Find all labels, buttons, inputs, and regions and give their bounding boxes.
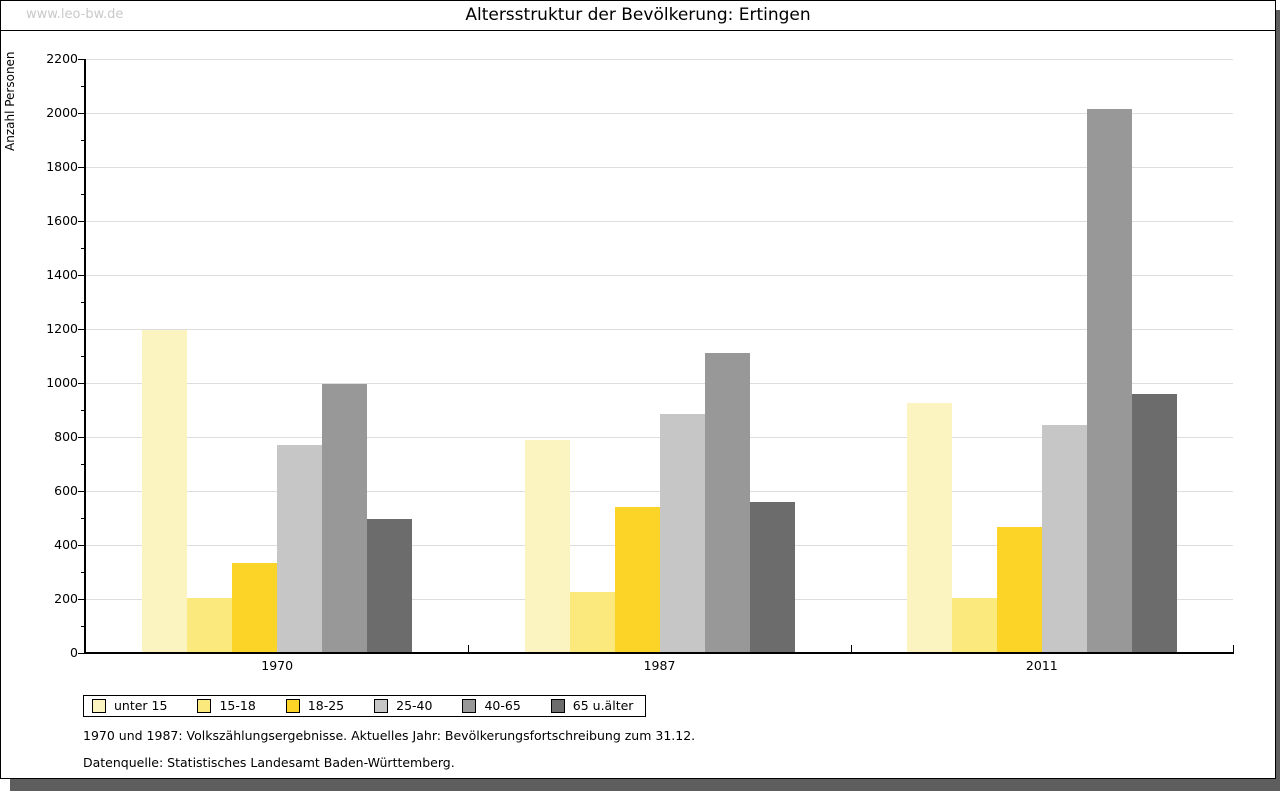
y-tick bbox=[78, 167, 86, 168]
legend-swatch-icon bbox=[285, 698, 300, 713]
bar bbox=[367, 519, 413, 653]
bar bbox=[524, 439, 570, 653]
y-tick-label: 200 bbox=[54, 591, 78, 606]
bar bbox=[996, 527, 1042, 653]
y-tick bbox=[81, 626, 86, 627]
chart-area: 1970 1987 2011 0 200 400 600 800 1000 1200 1400 160… bbox=[1, 1, 1275, 778]
footnote-1: 1970 und 1987: Volkszählungsergebnisse. … bbox=[83, 728, 696, 743]
y-tick bbox=[81, 248, 86, 249]
y-gridline bbox=[86, 167, 1233, 168]
bar bbox=[322, 384, 368, 653]
y-tick bbox=[81, 356, 86, 357]
y-tick bbox=[81, 86, 86, 87]
bar bbox=[704, 353, 750, 653]
legend-item: 15-18 bbox=[197, 698, 256, 713]
x-tick-label: 1970 bbox=[261, 658, 294, 673]
y-gridline bbox=[86, 59, 1233, 60]
y-tick bbox=[81, 410, 86, 411]
y-tick bbox=[81, 302, 86, 303]
bar bbox=[187, 597, 233, 653]
y-tick bbox=[78, 59, 86, 60]
y-tick bbox=[81, 140, 86, 141]
y-tick bbox=[78, 437, 86, 438]
y-tick bbox=[78, 113, 86, 114]
y-tick bbox=[78, 599, 86, 600]
y-tick bbox=[78, 491, 86, 492]
bar bbox=[1041, 424, 1087, 653]
y-gridline bbox=[86, 113, 1233, 114]
y-tick-label: 1600 bbox=[46, 213, 78, 228]
x-axis-line bbox=[84, 652, 1234, 654]
bar bbox=[951, 597, 997, 653]
y-gridline bbox=[86, 329, 1233, 330]
y-tick bbox=[81, 518, 86, 519]
legend-item: 65 u.älter bbox=[550, 698, 634, 713]
legend-swatch-icon bbox=[197, 698, 212, 713]
y-tick bbox=[78, 653, 86, 654]
legend-swatch-icon bbox=[462, 698, 477, 713]
title-divider bbox=[1, 30, 1275, 31]
y-tick bbox=[81, 572, 86, 573]
y-tick bbox=[81, 194, 86, 195]
x-tick-label: 2011 bbox=[1025, 658, 1058, 673]
watermark-text: www.leo-bw.de bbox=[26, 7, 124, 22]
legend-item: 18-25 bbox=[285, 698, 345, 713]
legend: unter 15 15-18 18-25 25-40 40-65 65 u.älter bbox=[83, 695, 647, 717]
y-tick bbox=[78, 275, 86, 276]
y-gridline bbox=[86, 383, 1233, 384]
bar bbox=[1131, 393, 1177, 653]
legend-item: 40-65 bbox=[462, 698, 521, 713]
bar bbox=[569, 592, 615, 653]
y-axis-line bbox=[84, 59, 86, 653]
y-tick bbox=[78, 329, 86, 330]
page-title: Altersstruktur der Bevölkerung: Ertingen bbox=[465, 5, 811, 25]
legend-label: 18-25 bbox=[307, 698, 345, 713]
bar bbox=[749, 501, 795, 653]
footnote-2: Datenquelle: Statistisches Landesamt Bad… bbox=[83, 755, 455, 770]
y-tick-label: 1400 bbox=[46, 267, 78, 282]
bar bbox=[232, 562, 278, 653]
y-tick-label: 600 bbox=[54, 483, 78, 498]
x-tick-label: 1987 bbox=[643, 658, 676, 673]
bar bbox=[614, 507, 660, 653]
bar bbox=[142, 330, 188, 653]
y-tick bbox=[78, 545, 86, 546]
x-boundary-tick bbox=[468, 645, 470, 653]
y-tick-label: 2200 bbox=[46, 51, 78, 66]
legend-label: 40-65 bbox=[484, 698, 521, 713]
legend-swatch-icon bbox=[374, 698, 389, 713]
y-tick bbox=[81, 464, 86, 465]
bar bbox=[906, 403, 952, 653]
legend-item: unter 15 bbox=[92, 698, 167, 713]
bar bbox=[1086, 108, 1132, 653]
legend-swatch-icon bbox=[92, 698, 106, 713]
bar bbox=[659, 414, 705, 653]
y-tick-label: 1200 bbox=[46, 321, 78, 336]
x-boundary-tick bbox=[1233, 645, 1234, 653]
y-gridline bbox=[86, 275, 1233, 276]
bar bbox=[277, 445, 323, 653]
y-tick-label: 1000 bbox=[46, 375, 78, 390]
y-tick-label: 2000 bbox=[46, 105, 78, 120]
y-tick bbox=[78, 221, 86, 222]
legend-item: 25-40 bbox=[374, 698, 432, 713]
legend-label: unter 15 bbox=[114, 698, 168, 713]
y-tick-label: 0 bbox=[70, 645, 78, 660]
legend-label: 15-18 bbox=[219, 698, 256, 713]
y-tick-label: 800 bbox=[54, 429, 78, 444]
y-gridline bbox=[86, 221, 1233, 222]
y-tick-label: 1800 bbox=[46, 159, 78, 174]
y-tick-label: 400 bbox=[54, 537, 78, 552]
legend-label: 25-40 bbox=[396, 698, 433, 713]
legend-swatch-icon bbox=[550, 698, 565, 713]
legend-label: 65 u.älter bbox=[572, 698, 634, 713]
y-tick bbox=[78, 383, 86, 384]
x-boundary-tick bbox=[850, 645, 852, 653]
